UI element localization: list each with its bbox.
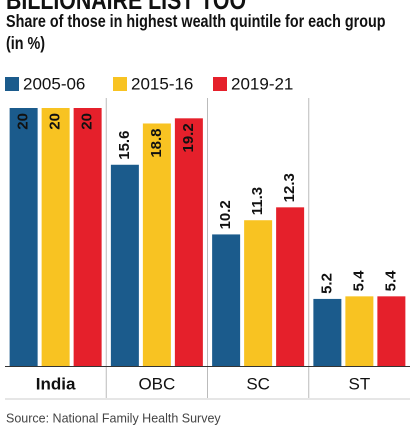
x-tick-label: India xyxy=(36,374,76,393)
legend-label: 2015-16 xyxy=(131,74,193,93)
value-label: 15.6 xyxy=(116,131,133,160)
x-tick-label: SC xyxy=(246,374,270,393)
bar xyxy=(41,108,70,366)
bar xyxy=(110,164,139,366)
bar xyxy=(276,207,305,366)
x-tick-label: ST xyxy=(349,374,371,393)
bar xyxy=(174,118,203,366)
x-tick-label: OBC xyxy=(138,374,175,393)
bar xyxy=(377,296,406,366)
legend-swatch xyxy=(5,77,19,91)
bar xyxy=(212,234,241,366)
legend-swatch xyxy=(213,77,227,91)
bar xyxy=(73,108,102,366)
value-label: 19.2 xyxy=(180,123,197,152)
value-label: 5.4 xyxy=(350,270,367,292)
bar xyxy=(142,123,171,366)
value-label: 20 xyxy=(79,113,96,130)
bar xyxy=(244,220,273,366)
bar xyxy=(345,296,374,366)
value-label: 12.3 xyxy=(281,173,298,202)
bar xyxy=(313,298,342,366)
legend-label: 2019-21 xyxy=(231,74,293,93)
value-label: 20 xyxy=(15,113,32,130)
legend-swatch xyxy=(113,77,127,91)
source: Source: National Family Health Survey xyxy=(6,411,221,425)
value-label: 10.2 xyxy=(217,200,234,229)
legend-label: 2005-06 xyxy=(23,74,85,93)
bar xyxy=(9,108,38,366)
value-label: 11.3 xyxy=(249,187,266,215)
chart-title: Share of those in highest wealth quintil… xyxy=(6,11,386,53)
value-label: 5.4 xyxy=(382,270,399,292)
value-label: 5.2 xyxy=(318,273,335,294)
value-label: 18.8 xyxy=(148,128,165,157)
value-label: 20 xyxy=(47,113,64,130)
heading: BILLIONAIRE LIST TOO xyxy=(6,0,247,15)
